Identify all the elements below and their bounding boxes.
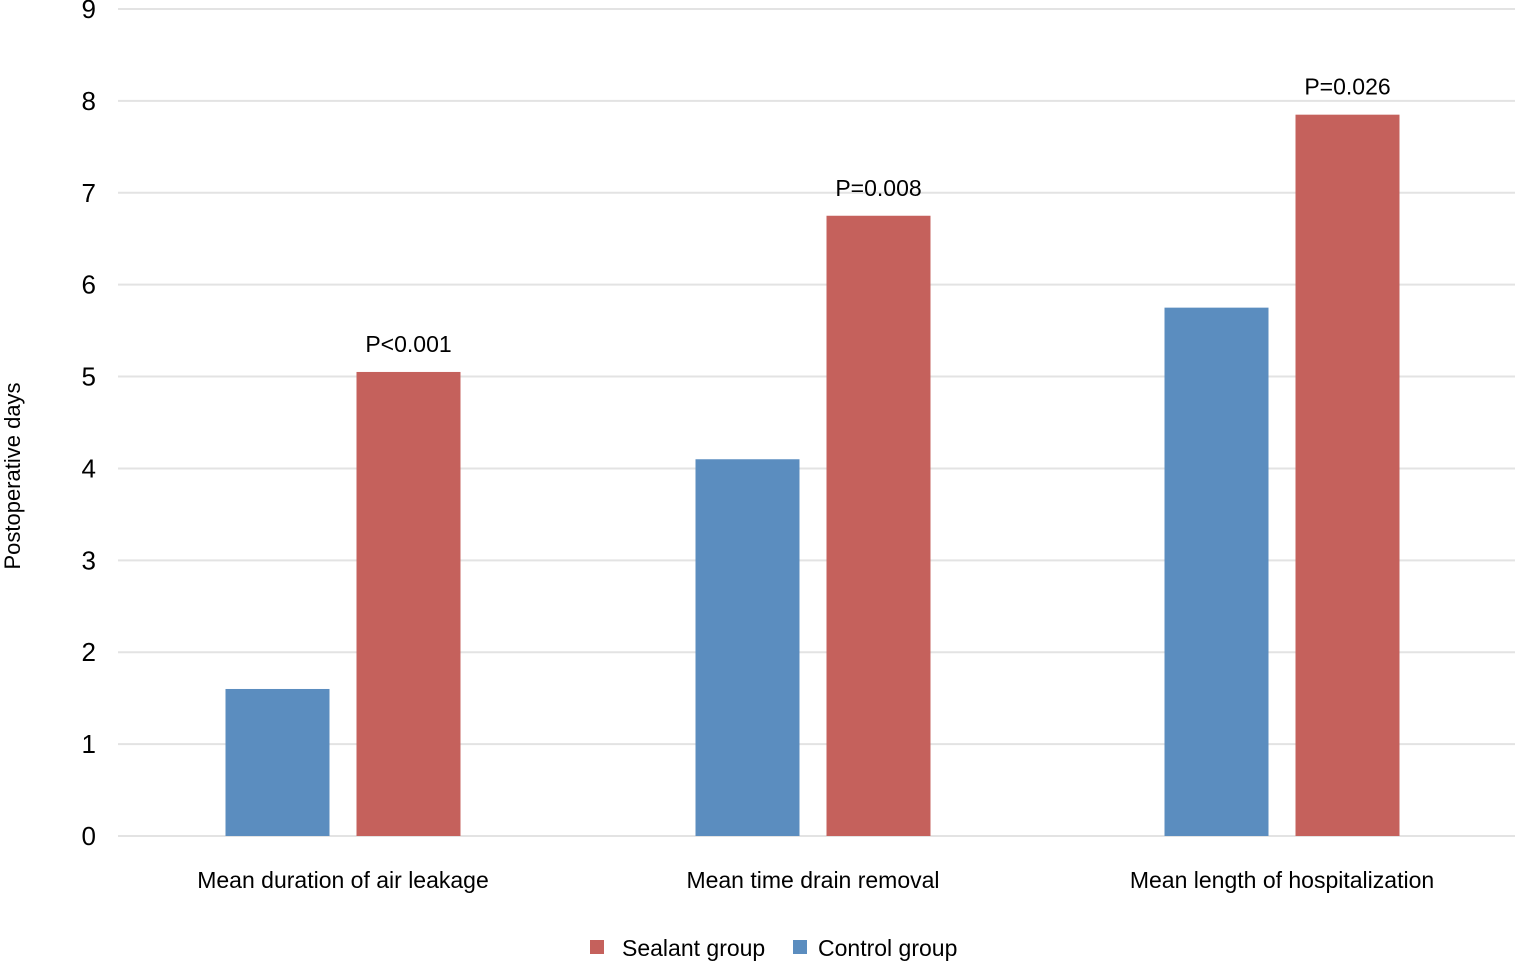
y-tick-label: 2 [82,637,96,667]
legend-sealant-label: Sealant group [622,935,765,961]
p-value-annotations: P<0.001 P=0.008 P=0.026 [365,74,1390,357]
y-tick-label: 5 [82,362,96,392]
y-tick-label: 0 [82,821,96,851]
y-tick-label: 8 [82,86,96,116]
p-value-label: P<0.001 [365,331,451,357]
y-axis-ticks: 0 1 2 3 4 5 6 7 8 9 [82,0,96,851]
gridlines [118,8,1515,837]
y-tick-label: 7 [82,178,96,208]
sealant-bar-3 [1295,114,1400,836]
control-bar-1 [225,688,330,836]
legend-sealant-swatch [590,940,604,954]
legend-control-label: Control group [818,935,957,961]
p-value-label: P=0.008 [835,175,921,201]
x-category-label: Mean length of hospitalization [1130,867,1434,893]
y-tick-label: 9 [82,0,96,24]
x-category-label: Mean time drain removal [686,867,939,893]
legend-control-swatch [793,940,807,954]
y-tick-label: 3 [82,545,96,575]
x-category-label: Mean duration of air leakage [197,867,489,893]
legend: Sealant group Control group [590,935,957,961]
control-bar-3 [1164,307,1269,836]
y-tick-label: 4 [82,453,96,483]
sealant-bar-2 [826,215,931,836]
control-bar-2 [695,459,800,836]
y-tick-label: 6 [82,270,96,300]
bars [225,114,1400,836]
p-value-label: P=0.026 [1304,74,1390,100]
sealant-bar-1 [356,371,461,836]
y-tick-label: 1 [82,729,96,759]
x-axis-categories: Mean duration of air leakage Mean time dr… [197,867,1434,893]
y-axis-label: Postoperative days [0,382,25,569]
